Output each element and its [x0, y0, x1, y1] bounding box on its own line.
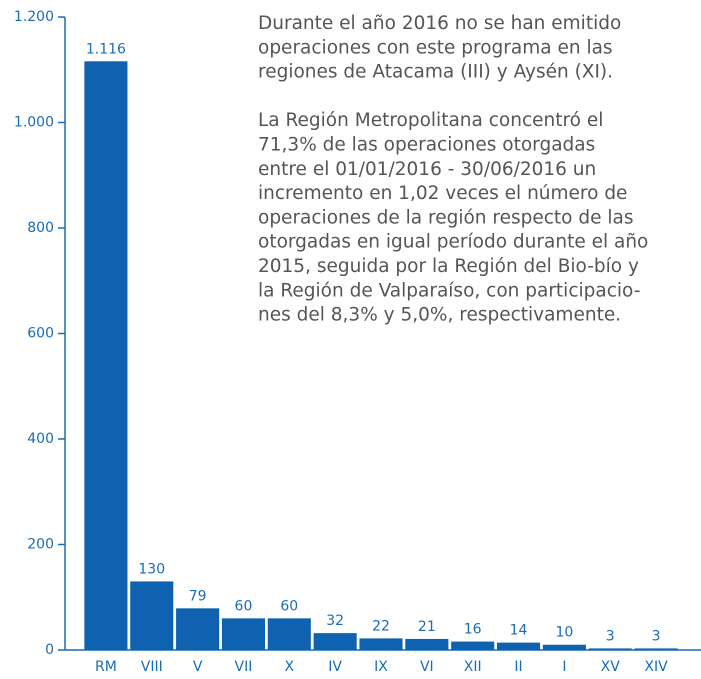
y-tick-label: 200 [27, 537, 54, 553]
value-label: 130 [138, 561, 165, 577]
bar [221, 618, 266, 650]
value-label: 60 [235, 598, 253, 614]
bar [542, 644, 586, 650]
bar [130, 581, 174, 650]
value-label: 32 [326, 613, 344, 629]
x-tick-label: X [285, 659, 295, 675]
bar [451, 641, 495, 650]
x-tick-label: I [562, 659, 566, 675]
bar [313, 633, 357, 650]
bar [359, 638, 403, 650]
x-tick-label: XII [464, 659, 482, 675]
x-tick-label: II [514, 659, 522, 675]
y-tick-label: 1.200 [14, 9, 54, 25]
value-label: 3 [606, 628, 615, 644]
annotation-line: regiones de Atacama (III) y Aysén (XI). [258, 62, 613, 83]
annotation-line: operaciones con este programa en las [258, 37, 613, 58]
bar [496, 642, 541, 650]
annotation-line: Durante el año 2016 no se han emitido [258, 13, 621, 34]
annotation-line: 2015, seguida por la Región del Bio-bío … [258, 256, 639, 277]
annotation-line: 71,3% de las operaciones otorgadas [258, 135, 595, 156]
x-tick-label: XV [601, 659, 621, 675]
annotation-line: la Región de Valparaíso, con participaci… [258, 280, 640, 301]
annotation-line: otorgadas en igual período durante el añ… [258, 232, 648, 253]
annotation-line: nes del 8,3% y 5,0%, respectivamente. [258, 305, 621, 326]
x-tick-label: VI [420, 659, 434, 675]
annotation-line: entre el 01/01/2016 - 30/06/2016 un [258, 159, 596, 180]
value-label: 1.116 [86, 41, 126, 57]
bar [84, 61, 128, 651]
value-label: 22 [372, 618, 390, 634]
value-label: 60 [280, 598, 298, 614]
x-tick-label: VII [235, 659, 253, 675]
bar [267, 618, 311, 650]
y-tick-label: 1.000 [14, 115, 54, 131]
value-label: 16 [464, 622, 482, 638]
value-label: 10 [555, 625, 573, 641]
bar [405, 638, 449, 650]
y-tick-label: 0 [45, 642, 54, 658]
x-tick-label: XIV [644, 659, 668, 675]
annotation-line: operaciones de la región respecto de las [258, 207, 633, 228]
x-tick-label: VIII [141, 659, 163, 675]
y-tick-label: 600 [27, 326, 54, 342]
x-tick-label: IV [328, 659, 342, 675]
x-tick-label: V [193, 659, 203, 675]
value-label: 14 [510, 623, 528, 639]
y-tick-label: 800 [27, 220, 54, 236]
x-tick-label: IX [374, 659, 388, 675]
value-label: 79 [189, 588, 207, 604]
annotation-line: incremento en 1,02 veces el número de [258, 183, 627, 204]
bar [176, 608, 220, 650]
bar [634, 648, 678, 650]
x-tick-label: RM [95, 659, 117, 675]
bar [588, 648, 632, 650]
y-tick-label: 400 [27, 431, 54, 447]
annotation-line: La Región Metropolitana concentró el [258, 110, 603, 131]
value-label: 3 [652, 628, 661, 644]
value-label: 21 [418, 619, 436, 635]
